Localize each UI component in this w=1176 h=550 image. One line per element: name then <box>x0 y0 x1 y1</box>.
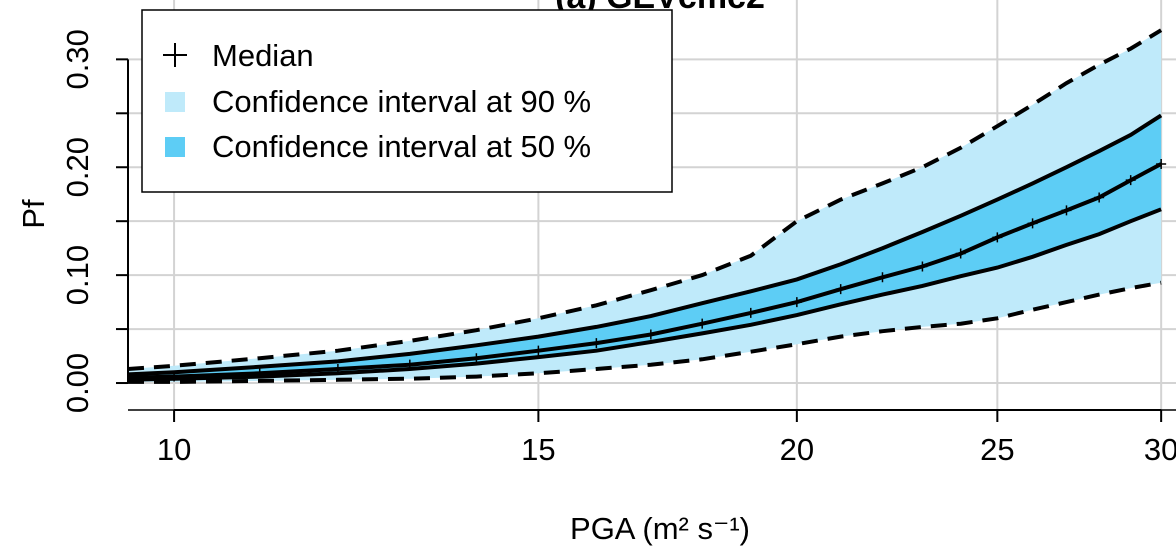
median-point <box>1125 175 1136 186</box>
legend-label-ci50: Confidence interval at 50 % <box>212 129 591 164</box>
ci50-band <box>128 115 1162 380</box>
y-tick-label: 0.30 <box>60 29 95 89</box>
x-tick-label: 10 <box>157 432 191 467</box>
median-point <box>917 261 928 272</box>
ci90-lower-line <box>128 280 1162 384</box>
ci90-upper-line <box>128 28 1163 371</box>
median-point <box>1156 159 1167 169</box>
median-point <box>835 284 846 295</box>
y-tick-label: 0.10 <box>60 245 95 305</box>
median-point <box>877 272 888 283</box>
median-point <box>745 307 756 318</box>
median-point <box>591 338 602 349</box>
x-tick-label: 30 <box>1144 432 1176 467</box>
ci90-band <box>128 30 1162 382</box>
median-point <box>645 329 656 340</box>
legend-label-ci90: Confidence interval at 90 % <box>212 84 591 119</box>
median-point <box>533 345 544 356</box>
axes: 10 15 20 25 30 0.00 0.10 0.20 0.30 <box>60 29 1176 467</box>
median-point <box>332 364 343 374</box>
median-point <box>791 297 802 308</box>
x-tick-label: 15 <box>521 432 555 467</box>
median-point <box>1061 205 1072 216</box>
median-point <box>697 318 708 329</box>
legend-swatch-ci90 <box>165 92 185 112</box>
ci50-lower-line <box>128 207 1162 382</box>
median-point <box>169 371 180 382</box>
confidence-bands <box>128 30 1162 382</box>
median-point <box>404 359 415 370</box>
median-point <box>471 353 482 364</box>
y-tick-label: 0.20 <box>60 137 95 197</box>
ci50-upper-line <box>128 113 1163 377</box>
x-tick-label: 20 <box>780 432 814 467</box>
y-axis-title: Pf <box>16 199 51 229</box>
median-point <box>1094 192 1105 203</box>
median-point <box>254 368 265 379</box>
median-line <box>128 162 1163 380</box>
y-tick-label: 0.00 <box>60 353 95 413</box>
x-axis-title: PGA (m² s⁻¹) <box>570 511 750 546</box>
legend-plus-icon <box>163 43 187 67</box>
median-point <box>955 248 966 259</box>
legend-label-median: Median <box>212 38 314 73</box>
median-point <box>1027 218 1038 229</box>
median-point <box>128 372 133 383</box>
series-lines <box>128 28 1167 384</box>
legend-box <box>141 9 673 193</box>
median-point <box>992 232 1003 243</box>
legend-swatch-ci50 <box>165 137 185 157</box>
x-tick-label: 25 <box>980 432 1014 467</box>
legend: Median Confidence interval at 90 % Confi… <box>141 9 673 193</box>
